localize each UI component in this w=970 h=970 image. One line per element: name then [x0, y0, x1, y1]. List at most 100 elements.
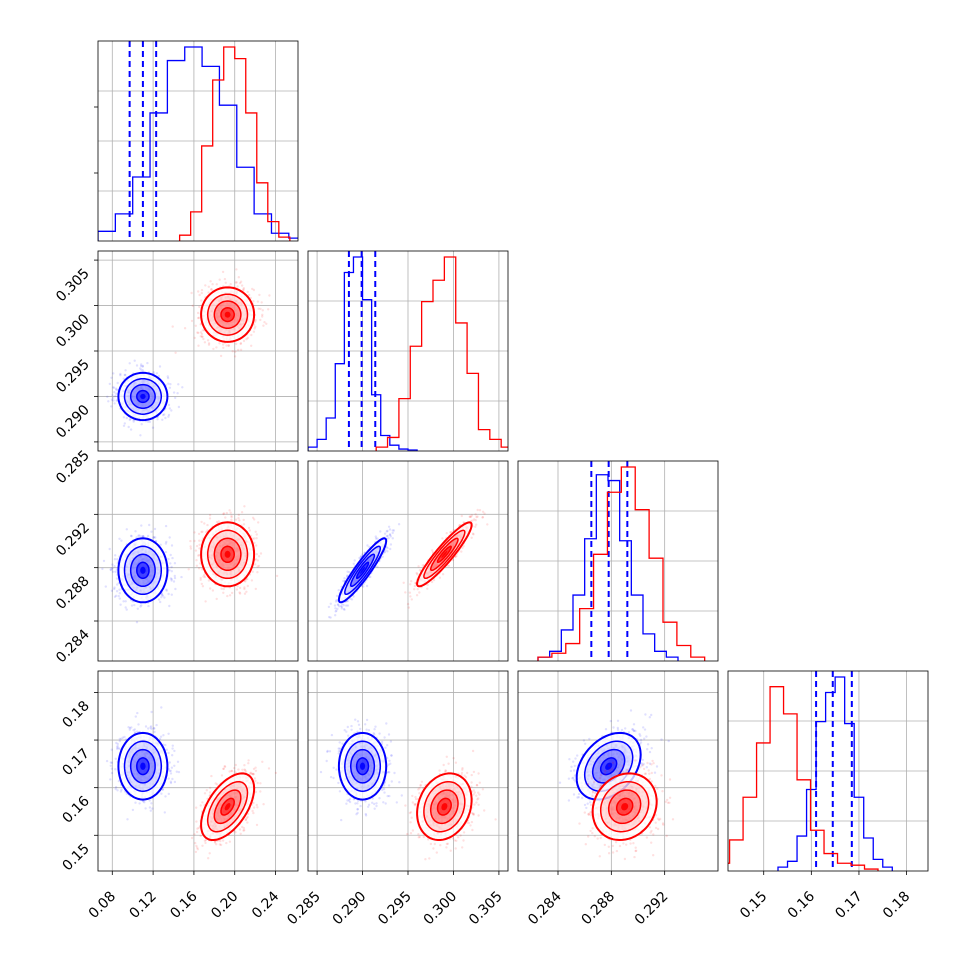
- scatter-point: [112, 399, 115, 402]
- scatter-point: [392, 529, 396, 532]
- scatter-point: [114, 387, 118, 390]
- scatter-point: [193, 539, 196, 543]
- scatter-point: [124, 600, 127, 603]
- scatter-point: [161, 418, 164, 421]
- scatter-point: [342, 607, 346, 611]
- scatter-point: [228, 594, 232, 597]
- scatter-point: [177, 405, 181, 409]
- scatter-point: [255, 533, 258, 536]
- y-tick-label: 0.284: [53, 626, 93, 666]
- scatter-point: [250, 344, 253, 347]
- scatter-point: [150, 530, 153, 533]
- scatter-point: [123, 422, 127, 425]
- scatter-point: [166, 376, 170, 380]
- scatter-point: [210, 288, 213, 291]
- panel-frame: [97, 460, 299, 662]
- scatter-point: [135, 536, 138, 539]
- scatter-point: [168, 536, 171, 539]
- scatter-point: [142, 535, 145, 538]
- scatter-point: [141, 365, 144, 368]
- scatter-point: [238, 281, 242, 285]
- scatter-point: [244, 580, 247, 583]
- scatter-point: [118, 588, 121, 591]
- scatter-point: [238, 591, 241, 594]
- scatter-point: [397, 523, 401, 526]
- scatter-point: [109, 568, 112, 571]
- scatter-point: [206, 523, 209, 527]
- scatter-point: [251, 570, 254, 573]
- scatter-point: [333, 604, 337, 607]
- scatter-point: [261, 315, 264, 318]
- scatter-point: [368, 545, 371, 549]
- scatter-point: [389, 543, 393, 546]
- scatter-point: [441, 537, 444, 540]
- scatter-point: [195, 559, 198, 562]
- scatter-point: [139, 605, 142, 608]
- scatter-point: [334, 614, 337, 617]
- scatter-point: [235, 268, 238, 271]
- scatter-point: [417, 565, 420, 568]
- scatter-point: [203, 573, 206, 577]
- contour-line: [220, 307, 235, 323]
- scatter-point: [227, 344, 230, 347]
- scatter-point: [237, 348, 240, 352]
- scatter-point: [170, 565, 173, 569]
- contour-line: [136, 561, 150, 580]
- scatter-point: [163, 596, 166, 599]
- scatter-point: [257, 564, 261, 568]
- scatter-point: [200, 530, 203, 534]
- scatter-point: [407, 606, 410, 609]
- scatter-point: [164, 524, 168, 528]
- scatter-point: [173, 562, 177, 565]
- scatter-point: [135, 364, 139, 367]
- scatter-point: [387, 537, 390, 540]
- scatter-point: [254, 563, 257, 566]
- scatter-point: [346, 570, 349, 573]
- scatter-point: [170, 409, 173, 412]
- scatter-point: [346, 599, 349, 603]
- scatter-point: [197, 554, 200, 557]
- scatter-point: [115, 388, 118, 391]
- scatter-point: [209, 280, 212, 283]
- scatter-point: [240, 284, 244, 287]
- scatter-point: [263, 321, 266, 324]
- scatter-point: [173, 574, 176, 578]
- scatter-point: [110, 398, 114, 401]
- scatter-point: [242, 518, 245, 522]
- scatter-point: [256, 300, 260, 303]
- scatter-point: [346, 604, 350, 607]
- scatter-point: [110, 567, 113, 570]
- scatter-point: [352, 562, 355, 565]
- scatter-point: [212, 347, 215, 351]
- scatter-point: [242, 287, 245, 290]
- scatter-point: [183, 327, 187, 330]
- scatter-point: [386, 534, 389, 538]
- scatter-point: [210, 288, 213, 291]
- scatter-point: [147, 604, 150, 608]
- scatter-point: [172, 391, 176, 394]
- scatter-point: [222, 512, 226, 515]
- y-tick-label: 0.300: [53, 311, 93, 351]
- scatter-point: [335, 599, 338, 602]
- scatter-point: [170, 544, 174, 547]
- scatter-point: [140, 423, 143, 426]
- scatter-point: [200, 335, 204, 338]
- scatter-point: [139, 364, 143, 368]
- scatter-point: [180, 575, 183, 579]
- scatter-point: [153, 527, 157, 531]
- scatter-point: [135, 621, 139, 624]
- y-tick-label: 0.295: [53, 357, 93, 397]
- scatter-point: [177, 383, 180, 386]
- scatter-point: [245, 338, 248, 341]
- scatter-point: [197, 567, 201, 570]
- scatter-point: [234, 350, 237, 353]
- contour-line: [129, 383, 156, 410]
- scatter-point: [243, 586, 246, 589]
- scatter-point: [113, 586, 116, 589]
- scatter-point: [243, 505, 246, 508]
- scatter-point: [207, 291, 210, 294]
- contour-line: [200, 521, 256, 588]
- contour-line: [206, 293, 249, 336]
- scatter-point: [238, 586, 242, 590]
